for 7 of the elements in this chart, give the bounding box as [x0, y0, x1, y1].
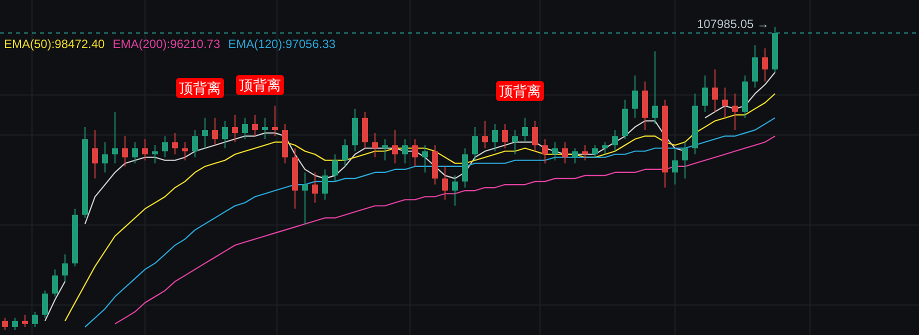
text: EMA(200):96210.73 [112, 37, 220, 51]
text: EMA(50):98472.40 [4, 37, 106, 51]
annotation: 顶背离 [176, 78, 224, 98]
annotation: 顶背离 [496, 81, 544, 101]
ref-line-label: 107985.05 → [696, 17, 769, 32]
text: EMA(120):97056.33 [228, 37, 336, 51]
annotation: 顶背离 [236, 75, 284, 95]
